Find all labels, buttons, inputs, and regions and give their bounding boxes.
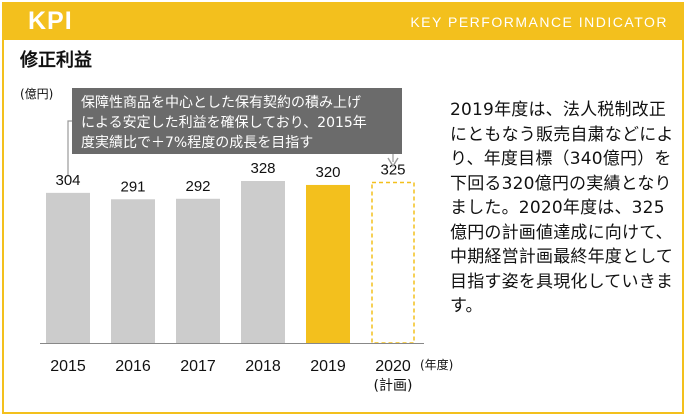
panel-header: KPI KEY PERFORMANCE INDICATOR [4,4,682,40]
bar-2017 [176,198,220,343]
x-axis-unit-label: (年度) [420,357,453,372]
annotation-arrowhead [387,157,399,168]
x-tick-sub-2020: (計画) [374,378,413,394]
x-tick-2019: 2019 [310,358,346,375]
header-title: KPI [28,7,73,35]
annotation-line-1: 保障性商品を中心とした保有契約の積み上げ [81,95,361,111]
data-label-2020: 325 [380,161,405,178]
x-tick-2020: 2020 [375,358,411,375]
x-tick-2016: 2016 [115,358,151,375]
x-tick-2015: 2015 [50,358,86,375]
bar-2016 [111,199,155,343]
annotation-box [72,88,402,154]
annotation-line-2: による安定した利益を確保しており、2015年 [81,115,367,131]
section-title: 修正利益 [20,50,92,71]
annotation-line-3: 度実績比で＋7%程度の成長を目指す [81,135,313,151]
x-tick-2017: 2017 [180,358,216,375]
bar-2015 [46,192,90,343]
bar-2018 [241,181,285,343]
header-subtitle: KEY PERFORMANCE INDICATOR [410,14,668,30]
bar-2020-plan [371,181,415,344]
data-label-2015: 304 [55,172,80,189]
data-label-2016: 291 [120,178,145,195]
y-axis-unit-label: (億円) [20,87,53,101]
annotation-connector-left [67,120,72,175]
data-label-2018: 328 [250,160,275,177]
description-text: 2019年度は、法人税制改正にともなう販売自粛などにより、年度目標（340億円）… [450,100,674,316]
data-label-2019: 320 [315,164,340,181]
x-tick-2018: 2018 [245,358,281,375]
data-label-2017: 292 [185,178,210,195]
bar-2019 [306,184,350,343]
